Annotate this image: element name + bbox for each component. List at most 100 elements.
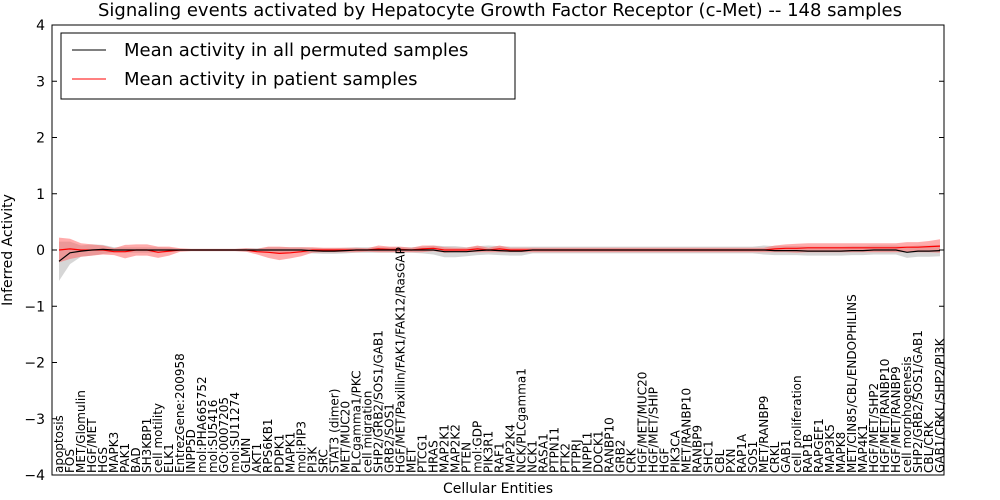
x-tick-label: MAPK3 bbox=[107, 432, 121, 473]
x-tick-label: HGF bbox=[658, 448, 672, 473]
x-tick-label: CBL/CRK bbox=[922, 420, 936, 473]
x-tick-label: SRC bbox=[316, 449, 330, 473]
legend-label-permuted: Mean activity in all permuted samples bbox=[124, 40, 468, 61]
y-tick-label: 3 bbox=[36, 74, 45, 90]
x-tick-label: RANBP10 bbox=[603, 417, 617, 473]
x-tick-label: INPPL1 bbox=[581, 432, 595, 473]
x-tick-label: MET bbox=[404, 447, 418, 473]
x-tick-label: HGF/MET/Paxillin/FAK1/FAK12/RasGAP bbox=[393, 247, 407, 473]
x-tick-label: PIK3R1 bbox=[481, 431, 495, 473]
y-tick-label: −3 bbox=[24, 412, 45, 428]
x-tick-label: cell proliferation bbox=[790, 375, 804, 473]
x-tick-label: RASA1 bbox=[537, 433, 551, 473]
x-tick-label: MET/MUC20 bbox=[338, 401, 352, 473]
x-tick-label: GAB1 bbox=[779, 440, 793, 473]
x-tick-label: mol:PIP3 bbox=[294, 421, 308, 473]
x-tick-label: NCK1 bbox=[526, 440, 540, 473]
y-tick-label: 0 bbox=[36, 243, 45, 259]
x-tick-label: SOS1 bbox=[746, 441, 760, 473]
x-tick-label: HRAS bbox=[426, 440, 440, 473]
x-tick-label: RPS6KB1 bbox=[261, 418, 275, 473]
permuted-mean-line bbox=[58, 248, 941, 262]
x-tick-label: PTPN11 bbox=[548, 427, 562, 473]
x-tick-label: cell morphogenesis bbox=[900, 356, 914, 473]
y-tick-label: 1 bbox=[36, 187, 45, 203]
x-tick-label: MAP4K1 bbox=[856, 424, 870, 473]
x-tick-label: PI3K bbox=[305, 446, 319, 473]
x-tick-label: CRKL bbox=[768, 441, 782, 473]
x-tick-label: AKT1 bbox=[250, 443, 264, 473]
x-tick-label: RAPGEF1 bbox=[812, 418, 826, 473]
legend-label-patient: Mean activity in patient samples bbox=[124, 69, 418, 90]
x-tick-label: cell migration bbox=[360, 391, 374, 473]
x-tick-label: MAP2K2 bbox=[448, 424, 462, 473]
x-tick-label: SHP2/GRB2/SOS1/GAB1 bbox=[371, 330, 385, 473]
x-tick-label: HGF/MET/SHP2 bbox=[867, 383, 881, 473]
x-tick-label: MAP3K5 bbox=[823, 424, 837, 473]
x-tick-label: MET/RANBP9 bbox=[757, 396, 771, 473]
y-tick-label: 2 bbox=[36, 131, 45, 147]
x-tick-label: STAT3 (dimer) bbox=[327, 389, 341, 473]
legend: Mean activity in all permuted samples Me… bbox=[60, 32, 516, 100]
x-tick-label: MET/Glomulin bbox=[74, 390, 88, 473]
x-tick-label: RANBP9 bbox=[691, 425, 705, 473]
x-tick-label: RAP1B bbox=[801, 434, 815, 473]
x-tick-label: apoptosis bbox=[52, 415, 66, 473]
x-tick-label: MAP2K4 bbox=[504, 424, 518, 473]
x-tick-label: mol:GDP bbox=[470, 421, 484, 473]
x-tick-labels: apoptosisFOSMET/GlomulinHGF/METHGSMAPK3P… bbox=[52, 247, 947, 473]
x-tick-label: PTK2 bbox=[559, 443, 573, 473]
x-tick-label: SHP2/GRB2/SOS1/GAB1 bbox=[911, 330, 925, 473]
x-axis-title: Cellular Entities bbox=[443, 481, 553, 497]
x-tick-label: INPP5D bbox=[184, 429, 198, 473]
x-tick-label: HGF/MET/SHIP bbox=[647, 387, 661, 473]
y-tick-label: −2 bbox=[24, 356, 45, 372]
x-tick-label: HGF/MET bbox=[85, 418, 99, 473]
x-tick-label: CRK bbox=[625, 447, 639, 473]
confidence-bands bbox=[59, 237, 940, 281]
x-tick-label: mol:PHA665752 bbox=[195, 376, 209, 473]
x-tick-label: PTCG1 bbox=[415, 434, 429, 473]
y-axis-title: Inferred Activity bbox=[0, 194, 16, 306]
y-tick-label: −1 bbox=[24, 299, 45, 315]
x-tick-label: BAD bbox=[129, 447, 143, 473]
x-tick-label: PIK3CA bbox=[669, 429, 683, 473]
legend-box bbox=[60, 32, 516, 100]
x-tick-label: HGS bbox=[96, 447, 110, 473]
x-tick-label: RAP1A bbox=[735, 433, 749, 473]
x-tick-label: mol:SU11274 bbox=[228, 392, 242, 473]
x-tick-label: PTEN bbox=[459, 442, 473, 473]
plot-frame bbox=[51, 24, 945, 476]
x-tick-label: GO:0007205 bbox=[217, 397, 231, 473]
x-tick-label: HGF/MET/RANBP9 bbox=[889, 366, 903, 473]
chart-title: Signaling events activated by Hepatocyte… bbox=[98, 0, 902, 21]
x-tick-label: CBL bbox=[713, 449, 727, 473]
x-tick-label: PDPK1 bbox=[272, 434, 286, 473]
x-tick-label: EntrezGene:200958 bbox=[173, 353, 187, 473]
series-lines bbox=[58, 245, 941, 262]
x-tick-label: NCK/PLCgamma1 bbox=[515, 368, 529, 473]
x-tick-label: HGF/MET/MUC20 bbox=[636, 372, 650, 473]
y-axis: −4 −3 −2 −1 0 1 2 3 4 bbox=[24, 18, 944, 484]
x-tick-label: PLCgamma1/PKC bbox=[349, 370, 363, 473]
y-tick-label: 4 bbox=[36, 18, 45, 34]
x-tick-label: MAP2K1 bbox=[437, 424, 451, 473]
x-tick-label: PTPRJ bbox=[570, 439, 584, 473]
x-tick-label: DOCK1 bbox=[592, 430, 606, 473]
x-tick-label: PAK1 bbox=[118, 443, 132, 473]
x-tick-label: GRB2 bbox=[614, 439, 628, 473]
x-tick-label: ELK1 bbox=[162, 443, 176, 473]
x-tick-label: FOS bbox=[63, 449, 77, 473]
x-tick-label: RAF1 bbox=[493, 442, 507, 473]
x-tick-label: SH3KBP1 bbox=[140, 418, 154, 473]
x-tick-label: cell motility bbox=[151, 403, 165, 473]
y-tick-label: −4 bbox=[24, 468, 45, 484]
x-tick-label: GRB2/SOS1 bbox=[382, 403, 396, 473]
x-tick-label: MAPK1 bbox=[283, 432, 297, 473]
x-tick-label: GAB1/CRKL/SHP2/PI3K bbox=[933, 337, 947, 473]
x-tick-label: MET/CIN85/CBL/ENDOPHILINS bbox=[845, 294, 859, 473]
x-tick-label: GLMN bbox=[239, 438, 253, 473]
x-tick-label: HGF/MET/RANBP10 bbox=[878, 359, 892, 473]
x-tick-label: MAPK8 bbox=[834, 432, 848, 473]
x-tick-label: MET/RANBP10 bbox=[680, 388, 694, 473]
